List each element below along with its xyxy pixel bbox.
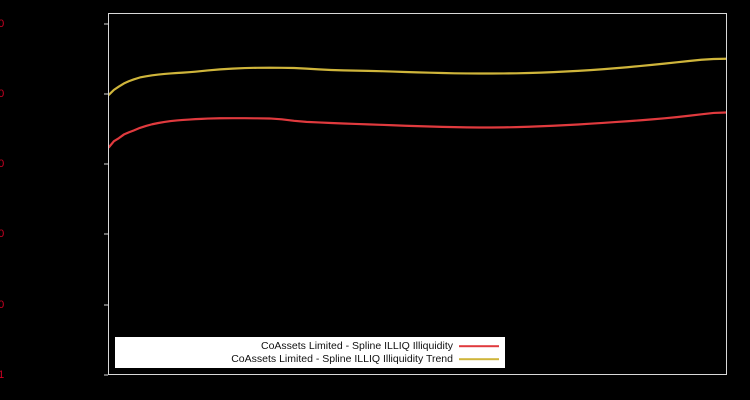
y-tick-mark xyxy=(104,93,108,95)
plot-lines xyxy=(109,57,726,149)
chart-legend: CoAssets Limited - Spline ILLIQ Illiquid… xyxy=(115,337,505,368)
series-line-1 xyxy=(109,57,726,96)
y-tick-label: 100 xyxy=(0,298,4,311)
y-tick-label: 1 xyxy=(0,369,4,381)
legend-label-illiquidity-trend: CoAssets Limited - Spline ILLIQ Illiquid… xyxy=(231,352,453,365)
y-tick-mark xyxy=(104,233,108,235)
y-tick-mark xyxy=(104,163,108,165)
legend-swatch-illiquidity xyxy=(459,341,499,351)
y-tick-mark xyxy=(104,304,108,306)
legend-swatch-illiquidity-trend xyxy=(459,354,499,364)
plot-area xyxy=(108,13,727,375)
y-tick-label: 100000000 xyxy=(0,87,4,100)
y-tick-label: 10000000000 xyxy=(0,17,4,30)
legend-item-illiquidity-trend: CoAssets Limited - Spline ILLIQ Illiquid… xyxy=(119,353,499,366)
y-tick-label: 1000000 xyxy=(0,158,4,171)
y-tick-mark xyxy=(104,374,108,376)
y-tick-mark xyxy=(104,23,108,25)
legend-item-illiquidity: CoAssets Limited - Spline ILLIQ Illiquid… xyxy=(119,340,499,353)
legend-label-illiquidity: CoAssets Limited - Spline ILLIQ Illiquid… xyxy=(261,339,453,352)
series-line-0 xyxy=(109,111,726,149)
